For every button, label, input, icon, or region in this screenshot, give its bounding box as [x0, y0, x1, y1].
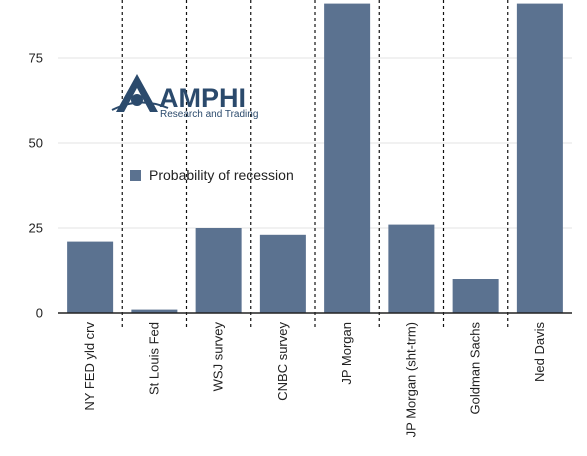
x-tick-label: JP Morgan (sht-trm)	[403, 322, 418, 437]
x-tick-label: Goldman Sachs	[468, 322, 483, 415]
legend-swatch	[130, 170, 141, 181]
amphi-logo: AMPHI Research and Trading	[111, 74, 258, 120]
y-tick-labels: 0 25 50 75	[29, 51, 43, 321]
legend-label: Probability of recession	[149, 167, 294, 183]
x-tick-label: NY FED yld crv	[82, 322, 97, 411]
x-tick-label: WSJ survey	[211, 322, 226, 392]
category-separators	[121, 0, 509, 330]
y-tick-label: 75	[29, 51, 43, 66]
bar	[195, 228, 242, 313]
logo-name: AMPHI	[159, 83, 246, 113]
x-tick-label: St Louis Fed	[146, 322, 161, 395]
bar	[324, 3, 371, 313]
y-tick-label: 50	[29, 136, 43, 151]
x-tick-labels: NY FED yld crv St Louis Fed WSJ survey CNBC…	[82, 322, 547, 438]
x-tick-label: Ned Davis	[532, 322, 547, 382]
logo-tagline: Research and Trading	[160, 109, 258, 120]
y-tick-label: 25	[29, 221, 43, 236]
y-tick-label: 0	[36, 306, 43, 321]
bar	[131, 309, 178, 313]
x-tick-label: JP Morgan	[339, 322, 354, 385]
bar	[388, 224, 435, 313]
bar	[516, 3, 563, 313]
x-tick-label: CNBC survey	[275, 322, 290, 401]
bars	[67, 3, 563, 313]
amphi-logo-icon	[111, 74, 169, 112]
bar	[67, 241, 114, 313]
bar	[452, 279, 499, 313]
bar	[259, 234, 306, 313]
legend: Probability of recession	[130, 167, 294, 183]
